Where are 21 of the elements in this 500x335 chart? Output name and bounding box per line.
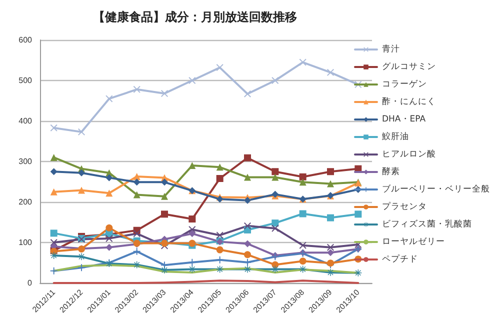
legend-label: ペプチド [382, 254, 418, 264]
legend-label: 鮫肝油 [382, 131, 409, 142]
y-tick-label: 600 [18, 36, 33, 44]
legend-label: ブルーベリー・ベリー全般 [382, 184, 490, 194]
legend-label: 青汁 [382, 44, 400, 54]
y-tick-label: 300 [18, 157, 33, 166]
y-tick-label: 100 [18, 238, 33, 247]
legend-label: コラーゲン [382, 78, 427, 90]
legend-label: 酵素 [382, 166, 400, 177]
legend-label: ヒアルロン酸 [382, 148, 436, 160]
chart-title: 【健康食品】成分：月別放送回数推移 [93, 10, 297, 24]
legend-label: グルコサミン [382, 61, 436, 72]
y-tick-label: 0 [28, 278, 33, 288]
legend-label: DHA・EPA [382, 114, 426, 124]
legend-label: ローヤルゼリー [382, 237, 445, 247]
legend-label: 酢・にんにく [382, 96, 436, 107]
legend-label: ビフィズス菌・乳酸菌 [382, 218, 472, 230]
y-tick-label: 500 [18, 76, 33, 85]
y-tick-label: 200 [18, 198, 33, 206]
y-tick-label: 400 [18, 116, 33, 126]
legend-label: プラセンタ [382, 201, 427, 212]
